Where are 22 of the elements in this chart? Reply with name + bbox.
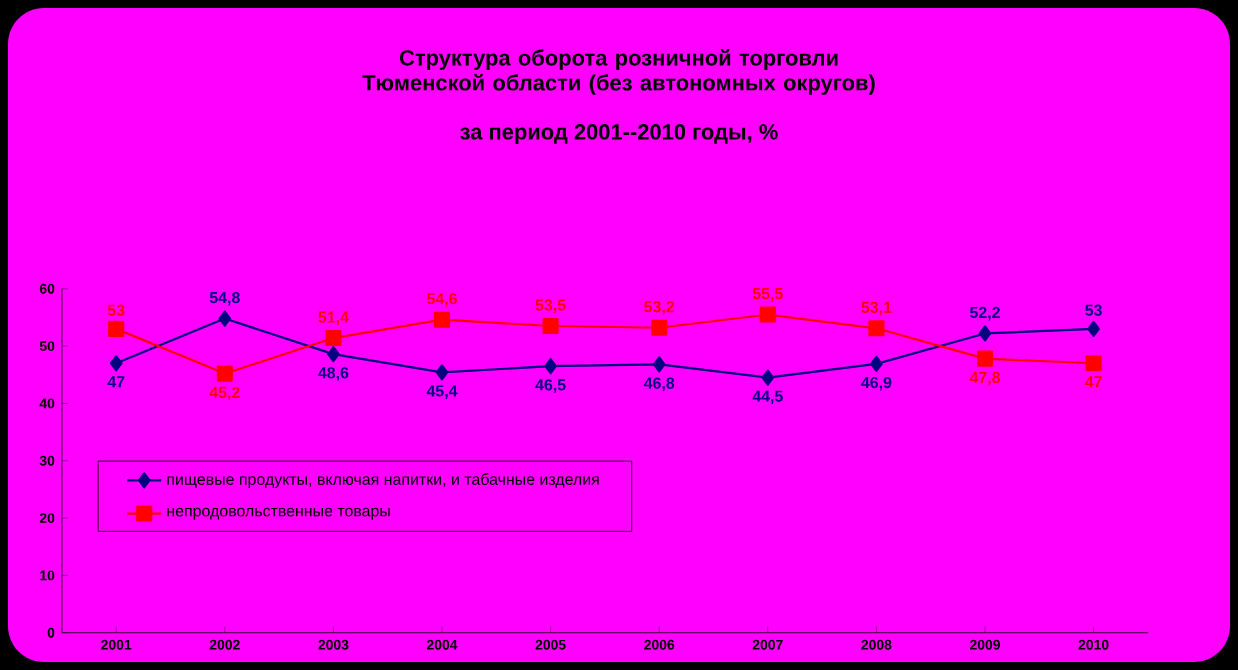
point (978, 325, 992, 342)
point (870, 355, 883, 372)
point (109, 355, 123, 372)
point (325, 329, 342, 347)
point (976, 350, 994, 367)
point (542, 317, 559, 335)
point (108, 320, 125, 337)
point (1085, 355, 1102, 372)
point (218, 310, 232, 327)
point (652, 356, 666, 373)
point (435, 364, 449, 381)
point (433, 311, 451, 328)
point (759, 306, 776, 323)
point (327, 346, 340, 363)
point (1087, 320, 1100, 337)
point (761, 369, 775, 386)
point (216, 365, 233, 382)
point (544, 358, 557, 375)
chart-subtitle: за период 2001--2010 годы, % (460, 124, 778, 144)
point (868, 320, 885, 337)
chart-title: Структура оборота розничной торговли Тюменской области (без автономных округов) (362, 49, 875, 95)
point (651, 319, 668, 336)
